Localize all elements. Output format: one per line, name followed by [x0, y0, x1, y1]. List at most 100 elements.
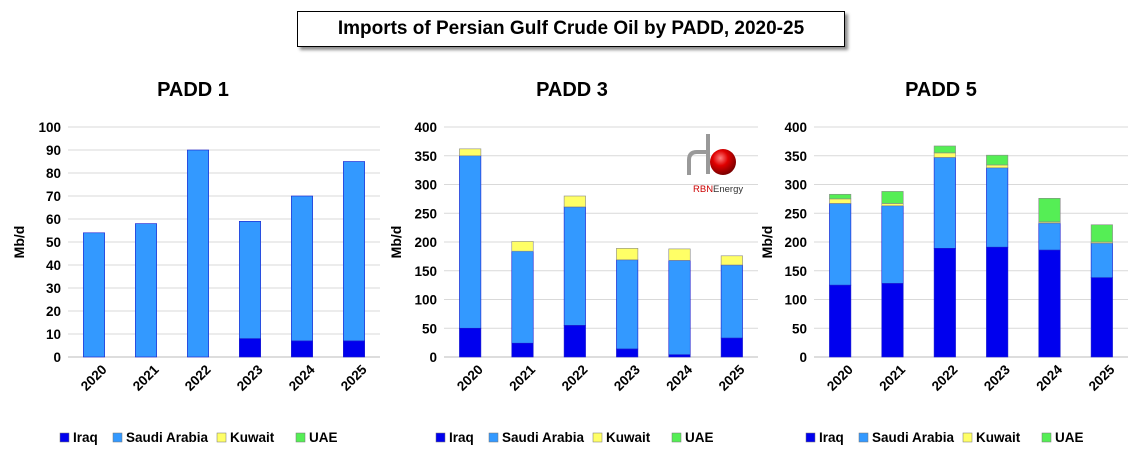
padd-5-bar-uae-2023 [986, 154, 1009, 166]
padd-1-bar-iraq-2024 [291, 340, 313, 358]
padd-5-bar-uae-2025 [1090, 224, 1113, 243]
padd-3-legend-label-kuwait: Kuwait [606, 430, 651, 445]
padd-3-legend-swatch-uae [671, 432, 682, 443]
padd-5-bar-saudi-arabia-2022 [933, 157, 956, 249]
padd-5-bar-saudi-arabia-2021 [881, 205, 904, 284]
padd-5-ytick-label: 300 [784, 178, 807, 193]
padd-5-bar-kuwait-2022 [933, 152, 956, 158]
padd-5-bar-iraq-2020 [829, 284, 852, 358]
padd-1-bar-saudi-arabia-2024 [291, 195, 313, 342]
padd-5-ytick-label: 0 [799, 350, 807, 365]
padd-5-bar-iraq-2024 [1038, 249, 1061, 358]
padd-5-bar-uae-2020 [829, 193, 852, 200]
padd-3-bar-saudi-arabia-2021 [511, 250, 534, 344]
padd-5-legend-swatch-iraq [805, 432, 816, 443]
padd-3-bar-saudi-arabia-2023 [616, 259, 639, 350]
padd-3-bar-iraq-2022 [563, 325, 586, 358]
padd-5-bar-saudi-arabia-2023 [986, 167, 1009, 248]
padd-3-bar-iraq-2025 [720, 337, 743, 358]
padd-3-ytick-label: 0 [429, 350, 437, 365]
padd-5-legend-swatch-kuwait [962, 432, 973, 443]
padd-3-bar-kuwait-2020 [459, 148, 482, 157]
padd-1-xtick-label: 2025 [338, 362, 370, 394]
padd-5-xtick-label: 2023 [981, 362, 1013, 394]
padd-5-bar-iraq-2023 [986, 246, 1009, 358]
padd-3-bar-kuwait-2023 [616, 248, 639, 261]
padd-3-xtick-label: 2025 [716, 362, 748, 394]
logo-text-energy: Energy [713, 184, 743, 195]
padd-5-bar-saudi-arabia-2020 [829, 203, 852, 286]
padd-3-ytick-label: 300 [414, 178, 437, 193]
padd-5-ytick-label: 350 [784, 149, 807, 164]
padd-5-xtick-label: 2024 [1033, 362, 1065, 394]
padd-1-ytick-label: 0 [53, 350, 61, 365]
padd-1-ytick-label: 10 [46, 327, 61, 342]
padd-3-legend-swatch-saudi-arabia [488, 432, 499, 443]
padd-3-xtick-label: 2020 [454, 362, 486, 394]
padd-5-legend-label-iraq: Iraq [819, 430, 844, 445]
padd-1-bar-iraq-2023 [239, 338, 261, 358]
padd-5-bar-saudi-arabia-2025 [1090, 242, 1113, 278]
padd-5-bar-kuwait-2020 [829, 198, 852, 204]
padd-5-bar-kuwait-2021 [881, 203, 904, 207]
padd-5-bar-iraq-2021 [881, 283, 904, 358]
padd-1-ytick-label: 40 [46, 258, 61, 273]
padd-1-xtick-label: 2020 [78, 362, 110, 394]
padd-3-bar-saudi-arabia-2020 [459, 155, 482, 329]
padd-1-ylabel: Mb/d [11, 226, 27, 259]
padd-1-bar-iraq-2025 [343, 340, 365, 358]
padd-3-legend-label-iraq: Iraq [449, 430, 474, 445]
padd-3-ytick-label: 250 [414, 206, 437, 221]
padd-3-legend-label-saudi-arabia: Saudi Arabia [502, 430, 585, 445]
padd-5-ytick-label: 50 [792, 321, 807, 336]
padd-1-xtick-label: 2021 [130, 362, 162, 394]
padd-1-bar-saudi-arabia-2025 [343, 161, 365, 342]
rbn-energy-logo: RBN Energy [680, 130, 750, 200]
padd-1-bar-saudi-arabia-2021 [135, 223, 157, 358]
padd-5-bar-uae-2021 [881, 191, 904, 204]
padd-5-xtick-label: 2020 [824, 362, 856, 394]
padd-5-bar-iraq-2025 [1090, 277, 1113, 358]
padd-3-xtick-label: 2021 [506, 362, 538, 394]
padd-3-bar-iraq-2020 [459, 327, 482, 358]
padd-1-legend-swatch-iraq [59, 432, 70, 443]
padd-1-ytick-label: 30 [46, 281, 61, 296]
padd-5-xtick-label: 2021 [876, 362, 908, 394]
padd-3-xtick-label: 2024 [663, 362, 695, 394]
padd-5-legend-swatch-saudi-arabia [858, 432, 869, 443]
padd-5-ytick-label: 100 [784, 293, 807, 308]
padd-3-bar-kuwait-2022 [563, 195, 586, 208]
padd-5-ylabel: Mb/d [759, 226, 775, 259]
padd-3-ytick-label: 350 [414, 149, 437, 164]
padd-1-legend-label-uae: UAE [309, 430, 338, 445]
padd-3-bar-saudi-arabia-2022 [563, 206, 586, 326]
padd-1-bar-saudi-arabia-2023 [239, 221, 261, 339]
padd-3-xtick-label: 2023 [611, 362, 643, 394]
logo-text-rbn: RBN [693, 184, 713, 195]
padd-1-legend-swatch-uae [295, 432, 306, 443]
padd-3-xtick-label: 2022 [559, 362, 591, 394]
padd-3-bar-kuwait-2021 [511, 241, 534, 252]
padd-1-bar-saudi-arabia-2022 [187, 149, 209, 358]
padd-3-legend-label-uae: UAE [685, 430, 714, 445]
padd-5-title: PADD 5 [905, 79, 977, 101]
padd-3-title: PADD 3 [536, 79, 608, 101]
padd-3-ytick-label: 50 [422, 321, 437, 336]
padd-5-ytick-label: 250 [784, 206, 807, 221]
padd-5-bar-saudi-arabia-2024 [1038, 222, 1061, 251]
padd-1-xtick-label: 2023 [234, 362, 266, 394]
padd-1-legend-swatch-saudi-arabia [112, 432, 123, 443]
padd-3-bar-iraq-2024 [668, 354, 691, 358]
padd-5-bar-uae-2022 [933, 145, 956, 154]
padd-3-legend-swatch-iraq [435, 432, 446, 443]
padd-3-bar-iraq-2023 [616, 348, 639, 358]
padd-5-bar-kuwait-2023 [986, 164, 1009, 169]
padd-1-ytick-label: 60 [46, 212, 61, 227]
padd-5-legend-swatch-uae [1041, 432, 1052, 443]
padd-5-bar-iraq-2022 [933, 248, 956, 358]
padd-3-bar-iraq-2021 [511, 342, 534, 358]
main-title: Imports of Persian Gulf Crude Oil by PAD… [297, 11, 845, 47]
padd-5-ytick-label: 150 [784, 264, 807, 279]
padd-1-ytick-label: 50 [46, 235, 61, 250]
padd-3-ytick-label: 150 [414, 264, 437, 279]
